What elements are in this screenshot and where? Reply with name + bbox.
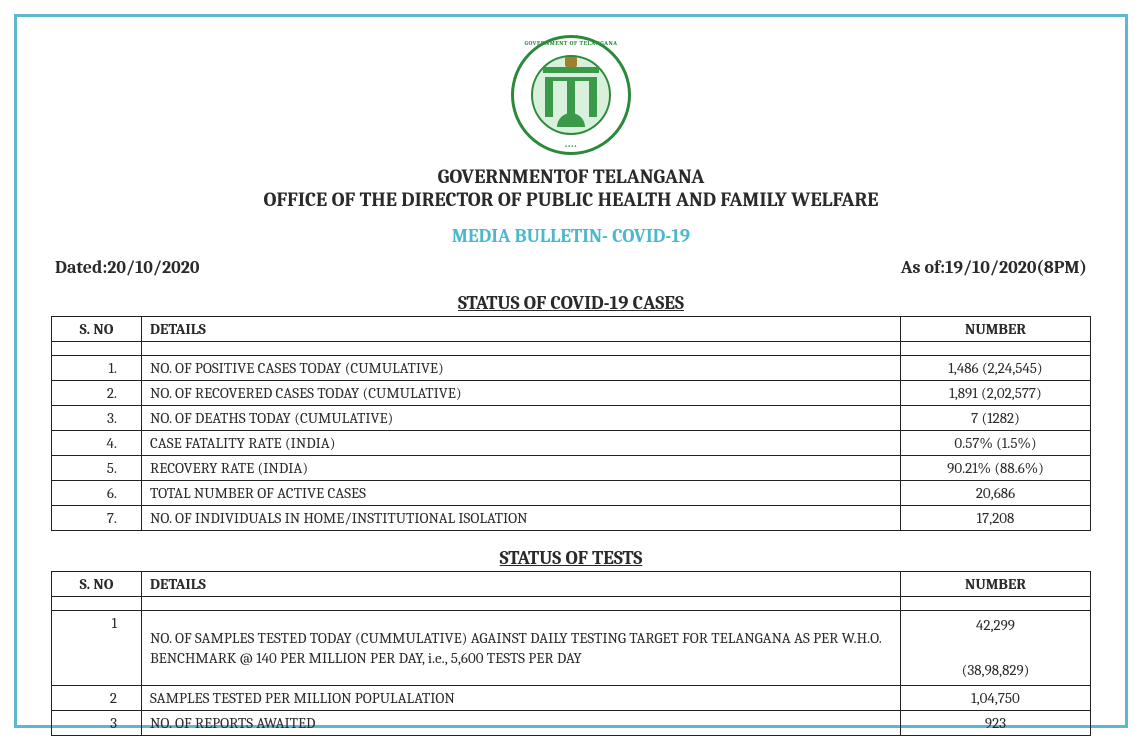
cases-col-number: NUMBER	[901, 317, 1091, 342]
table-row: 6. TOTAL NUMBER OF ACTIVE CASES 20,686	[52, 481, 1091, 506]
cases-table: S. NO DETAILS NUMBER 1. NO. OF POSITIVE …	[51, 316, 1091, 531]
cell-number: 923	[901, 710, 1091, 735]
cell-sno: 6.	[52, 481, 142, 506]
cell-details: CASE FATALITY RATE (INDIA)	[142, 431, 901, 456]
cell-sno: 5.	[52, 456, 142, 481]
cell-number: 0.57% (1.5%)	[901, 431, 1091, 456]
cell-sno: 4.	[52, 431, 142, 456]
table-row: 4. CASE FATALITY RATE (INDIA) 0.57% (1.5…	[52, 431, 1091, 456]
tests-table: S. NO DETAILS NUMBER 1 NO. OF SAMPLES TE…	[51, 571, 1091, 736]
cell-sno: 1	[52, 611, 142, 686]
table-row: 3. NO. OF DEATHS TODAY (CUMULATIVE) 7 (1…	[52, 406, 1091, 431]
cases-header-row: S. NO DETAILS NUMBER	[52, 317, 1091, 342]
cases-col-sno: S. NO	[52, 317, 142, 342]
cell-sno: 2	[52, 685, 142, 710]
cell-details: RECOVERY RATE (INDIA)	[142, 456, 901, 481]
cell-details: SAMPLES TESTED PER MILLION POPULALATION	[142, 685, 901, 710]
cases-spacer-row	[52, 342, 1091, 356]
cell-details: NO. OF SAMPLES TESTED TODAY (CUMMULATIVE…	[142, 611, 901, 686]
cell-number: 1,04,750	[901, 685, 1091, 710]
cell-number-line2: (38,98,829)	[909, 659, 1082, 682]
cell-number: 7 (1282)	[901, 406, 1091, 431]
tests-header-row: S. NO DETAILS NUMBER	[52, 572, 1091, 597]
asof-label: As of:19/10/2020(8PM)	[901, 257, 1087, 278]
cell-details: TOTAL NUMBER OF ACTIVE CASES	[142, 481, 901, 506]
bulletin-title: MEDIA BULLETIN- COVID-19	[51, 225, 1091, 247]
date-row: Dated:20/10/2020 As of:19/10/2020(8PM)	[51, 257, 1091, 278]
cell-sno: 3.	[52, 406, 142, 431]
table-row: 2 SAMPLES TESTED PER MILLION POPULALATIO…	[52, 685, 1091, 710]
table-row: 5. RECOVERY RATE (INDIA) 90.21% (88.6%)	[52, 456, 1091, 481]
cell-sno: 7.	[52, 506, 142, 531]
table-row: 2. NO. OF RECOVERED CASES TODAY (CUMULAT…	[52, 381, 1091, 406]
cell-number-line1: 42,299	[909, 614, 1082, 637]
dated-label: Dated:20/10/2020	[55, 257, 199, 278]
cases-col-details: DETAILS	[142, 317, 901, 342]
document-border: GOVERNMENT OF TELANGANA •••• GOVERNMENTO…	[14, 14, 1128, 728]
cell-details: NO. OF RECOVERED CASES TODAY (CUMULATIVE…	[142, 381, 901, 406]
cell-number: 1,486 (2,24,545)	[901, 356, 1091, 381]
seal-container: GOVERNMENT OF TELANGANA ••••	[51, 35, 1091, 159]
cell-number: 1,891 (2,02,577)	[901, 381, 1091, 406]
cell-number: 90.21% (88.6%)	[901, 456, 1091, 481]
cell-sno: 1.	[52, 356, 142, 381]
table-row: 3 NO. OF REPORTS AWAITED 923	[52, 710, 1091, 735]
cell-details: NO. OF POSITIVE CASES TODAY (CUMULATIVE)	[142, 356, 901, 381]
table-row: 1 NO. OF SAMPLES TESTED TODAY (CUMMULATI…	[52, 611, 1091, 686]
table-row: 7. NO. OF INDIVIDUALS IN HOME/INSTITUTIO…	[52, 506, 1091, 531]
tests-col-sno: S. NO	[52, 572, 142, 597]
cell-sno: 3	[52, 710, 142, 735]
cell-number: 42,299 (38,98,829)	[901, 611, 1091, 686]
cell-number: 17,208	[901, 506, 1091, 531]
seal-text-bottom: ••••	[511, 143, 631, 150]
cases-section-title: STATUS OF COVID-19 CASES	[51, 292, 1091, 314]
tests-spacer-row	[52, 597, 1091, 611]
tests-section-title: STATUS OF TESTS	[51, 547, 1091, 569]
header-org-name: GOVERNMENTOF TELANGANA	[51, 165, 1091, 188]
header-office-name: OFFICE OF THE DIRECTOR OF PUBLIC HEALTH …	[51, 188, 1091, 211]
cell-details: NO. OF DEATHS TODAY (CUMULATIVE)	[142, 406, 901, 431]
seal-text-top: GOVERNMENT OF TELANGANA	[511, 40, 631, 47]
tests-col-details: DETAILS	[142, 572, 901, 597]
table-row: 1. NO. OF POSITIVE CASES TODAY (CUMULATI…	[52, 356, 1091, 381]
cell-details: NO. OF REPORTS AWAITED	[142, 710, 901, 735]
cell-number: 20,686	[901, 481, 1091, 506]
cell-details: NO. OF INDIVIDUALS IN HOME/INSTITUTIONAL…	[142, 506, 901, 531]
government-seal: GOVERNMENT OF TELANGANA ••••	[511, 35, 631, 155]
cell-sno: 2.	[52, 381, 142, 406]
tests-col-number: NUMBER	[901, 572, 1091, 597]
